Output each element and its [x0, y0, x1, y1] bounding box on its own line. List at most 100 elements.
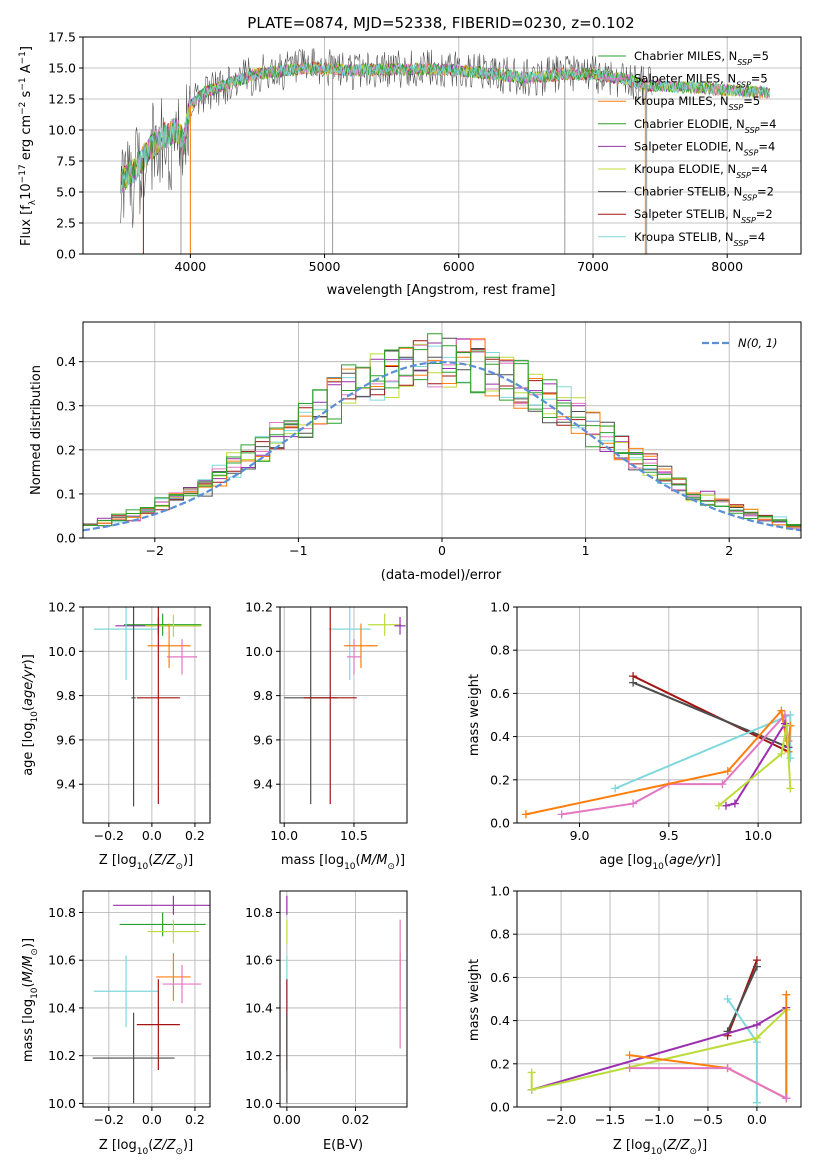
series-marker: [723, 767, 732, 776]
label-part: )]: [21, 654, 36, 664]
plot-area: [93, 607, 202, 807]
legend-text: Chabrier ELODIE, N: [634, 117, 745, 131]
legend-n: =5: [752, 49, 769, 63]
y-tick-label: 9.8: [56, 688, 76, 703]
x-tick-label: 9.0: [570, 828, 590, 843]
x-axis-label: Z [log10(Z/Z⊙)]: [99, 853, 193, 872]
label-part: M/M: [21, 956, 36, 983]
label-part: ⊙: [689, 1147, 697, 1157]
legend-sub: SSP: [729, 103, 744, 112]
y-tick-label: 10.0: [245, 644, 273, 659]
label-part: 10: [137, 862, 149, 872]
panel-mass-vs-Z: −0.2 0.0 0.210.010.210.410.610.8Z [log10(Z…: [21, 890, 211, 1157]
plot-area: [521, 672, 795, 819]
legend-n: =5: [743, 94, 760, 108]
series-marker: [557, 810, 566, 819]
label-part: erg cm: [19, 115, 34, 164]
x-tick-label: 0: [438, 543, 446, 558]
label-part: mass [log: [281, 853, 344, 868]
panel-spectrum: 4000 5000 6000 7000 8000 0.0 2.5 5.0 7.5 10.0 12.5…: [18, 30, 802, 298]
label-part: )]: [183, 1138, 193, 1153]
y-tick-label: 0.1: [56, 486, 76, 501]
label-part: λ: [28, 199, 38, 205]
y-tick-label: 10.2: [245, 1048, 273, 1063]
series-marker: [752, 962, 761, 971]
label-part: Z/Z: [152, 1138, 176, 1153]
panel-histogram: −2 −1 0 1 2 0.0 0.1 0.2 0.3 0.4 N(0, 1) (data-model…: [29, 321, 802, 583]
series-marker: [782, 990, 791, 999]
label-part: A: [19, 64, 34, 77]
x-tick-label: 0.00: [273, 1112, 301, 1127]
series-marker: [527, 1085, 536, 1094]
legend-label: Salpeter STELIB, NSSP=2: [634, 207, 773, 225]
y-tick-label: 0.2: [56, 442, 76, 457]
series-marker: [721, 801, 730, 810]
label-part: age/yr: [669, 853, 712, 868]
spectrum-line: [120, 62, 770, 194]
axes-frame: [82, 36, 802, 255]
histogram-step: [83, 346, 801, 538]
label-part: (: [664, 853, 669, 868]
x-tick-label: −1: [289, 543, 307, 558]
x-tick-label: 0.02: [342, 1112, 370, 1127]
panel-age-vs-mass: 10.0 10.5 9.4 9.6 9.8 10.0 10.2 mass [log10(M/M…: [245, 600, 408, 872]
legend-n: =2: [756, 207, 773, 221]
legend-n: =4: [751, 162, 768, 176]
label-part: Z [log: [99, 853, 137, 868]
y-tick-label: 10.2: [245, 600, 273, 615]
x-tick-label: 0.0: [142, 1112, 162, 1127]
panel-age-vs-Z: −0.2 0.0 0.29.49.69.810.010.2Z [log10(Z/Z⊙…: [21, 600, 211, 872]
y-tick-label: 10.8: [48, 905, 76, 920]
x-tick-label: 0.0: [747, 1112, 767, 1127]
x-tick-label: 0.2: [185, 1112, 205, 1127]
label-part: M/M: [361, 853, 388, 868]
y-tick-label: 0.4: [56, 354, 76, 369]
x-axis-label: (data-model)/error: [381, 568, 502, 583]
y-tick-label: 0.0: [56, 247, 76, 262]
legend-text: Salpeter ELODIE, N: [634, 139, 744, 153]
label-part: Z [log: [99, 1138, 137, 1153]
label-part: 10: [344, 862, 356, 872]
legend-sub: SSP: [737, 58, 752, 67]
spectrum-line: [120, 61, 770, 194]
plot-area: [286, 895, 401, 1104]
y-tick-label: 10.2: [48, 1048, 76, 1063]
legend-label: Kroupa ELODIE, NSSP=4: [634, 162, 768, 180]
y-tick-label: 10.2: [48, 600, 76, 615]
y-tick-label: 9.4: [253, 777, 273, 792]
legend-text: Chabrier MILES, N: [634, 49, 737, 63]
x-axis-label: Z [log10(Z/Z⊙)]: [613, 1138, 707, 1157]
y-tick-label: 0.3: [56, 398, 76, 413]
series-marker: [782, 721, 791, 730]
legend-label: Chabrier ELODIE, NSSP=4: [634, 117, 776, 135]
series-marker: [786, 784, 795, 793]
x-tick-label: 7000: [577, 259, 609, 274]
x-tick-label: 4000: [174, 259, 206, 274]
label-part: ⊙: [30, 948, 40, 956]
x-tick-label: −1.5: [595, 1112, 625, 1127]
y-tick-label: 0.8: [490, 927, 510, 942]
legend-sub: SSP: [742, 193, 757, 202]
axes-frame: [82, 890, 211, 1108]
label-part: )]: [183, 853, 193, 868]
legend-sub: SSP: [741, 216, 756, 225]
series-line: [726, 998, 758, 1103]
series-line: [525, 708, 792, 816]
y-tick-label: 10.6: [245, 953, 273, 968]
series-marker: [752, 1033, 761, 1042]
series-line: [632, 675, 789, 753]
x-tick-label: 0.2: [185, 828, 205, 843]
x-axis-label: Z [log10(Z/Z⊙)]: [99, 1138, 193, 1157]
label-part: 10: [652, 862, 664, 872]
x-tick-label: −0.2: [94, 1112, 124, 1127]
x-tick-label: 10.5: [340, 828, 368, 843]
series-marker: [752, 1020, 761, 1029]
y-tick-label: 0.0: [490, 816, 510, 831]
series-marker: [629, 799, 638, 808]
plot-area: [527, 956, 791, 1107]
y-tick-label: 0.4: [490, 1013, 510, 1028]
axes-frame: [516, 890, 802, 1108]
series-marker: [718, 780, 727, 789]
series-marker: [527, 1068, 536, 1077]
